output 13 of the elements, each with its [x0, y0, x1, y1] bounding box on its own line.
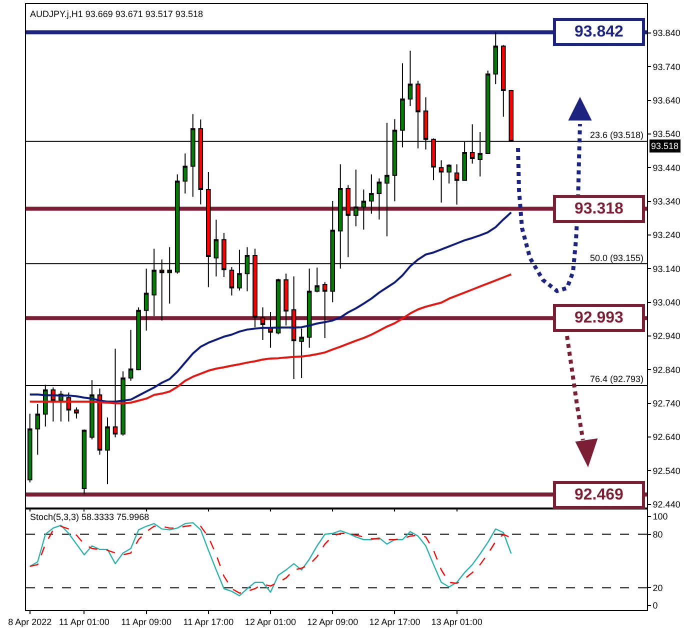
- x-tick-label: 11 Apr 17:00: [183, 616, 234, 627]
- x-tick-label: 11 Apr 09:00: [121, 616, 172, 627]
- x-tick-label: 12 Apr 09:00: [307, 616, 358, 627]
- chart-title: Stoch(5,3,3) 58.3333 75.9968: [30, 512, 150, 522]
- y-tick-label: 20: [652, 582, 663, 593]
- x-tick-label: 12 Apr 01:00: [244, 616, 296, 627]
- y-tick-label: 0: [652, 600, 658, 611]
- x-tick-label: 11 Apr 01:00: [59, 616, 110, 627]
- x-tick-label: 13 Apr 01:00: [431, 616, 482, 627]
- y-tick-label: 80: [652, 529, 663, 540]
- x-tick-label: 12 Apr 17:00: [369, 616, 420, 627]
- x-tick-label: 8 Apr 2022: [8, 616, 52, 627]
- y-tick-label: 100: [652, 512, 668, 522]
